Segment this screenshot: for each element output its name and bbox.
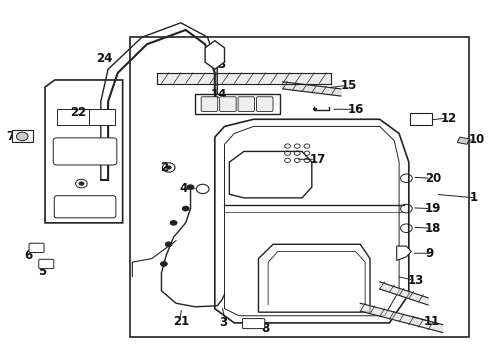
Polygon shape: [457, 137, 469, 144]
FancyBboxPatch shape: [130, 37, 469, 337]
Circle shape: [182, 206, 190, 211]
Text: 21: 21: [173, 315, 190, 328]
Circle shape: [160, 261, 168, 267]
Polygon shape: [380, 282, 428, 305]
Text: 2: 2: [160, 161, 168, 174]
Text: 22: 22: [70, 106, 87, 120]
Text: 9: 9: [426, 247, 434, 260]
FancyBboxPatch shape: [39, 259, 54, 269]
Text: 24: 24: [96, 52, 112, 65]
Polygon shape: [397, 246, 411, 260]
Text: 4: 4: [180, 183, 188, 195]
Text: 13: 13: [408, 274, 424, 287]
Text: 16: 16: [348, 103, 365, 116]
FancyBboxPatch shape: [29, 243, 44, 252]
Text: 1: 1: [469, 192, 478, 204]
Text: 19: 19: [425, 202, 441, 215]
Text: 23: 23: [210, 58, 226, 72]
Circle shape: [17, 132, 28, 141]
Circle shape: [170, 220, 177, 226]
Text: 18: 18: [425, 222, 441, 235]
Polygon shape: [205, 41, 224, 69]
Circle shape: [165, 242, 172, 247]
Text: 6: 6: [24, 248, 32, 261]
Text: 3: 3: [220, 316, 228, 329]
Text: 10: 10: [468, 134, 485, 147]
Circle shape: [166, 165, 171, 170]
FancyBboxPatch shape: [196, 94, 280, 114]
Text: 12: 12: [441, 112, 457, 125]
FancyBboxPatch shape: [238, 97, 255, 111]
Text: 7: 7: [6, 130, 14, 143]
Text: 15: 15: [341, 79, 357, 92]
FancyBboxPatch shape: [243, 319, 265, 329]
FancyBboxPatch shape: [220, 97, 236, 111]
FancyBboxPatch shape: [256, 97, 273, 111]
Polygon shape: [12, 130, 33, 143]
Text: 5: 5: [38, 265, 46, 278]
Polygon shape: [283, 82, 341, 96]
FancyBboxPatch shape: [54, 196, 116, 218]
FancyBboxPatch shape: [201, 97, 218, 111]
Text: 17: 17: [309, 153, 326, 166]
Circle shape: [187, 184, 195, 190]
Text: 11: 11: [423, 315, 440, 328]
Polygon shape: [360, 303, 443, 333]
FancyBboxPatch shape: [410, 113, 432, 125]
Text: 20: 20: [425, 172, 441, 185]
FancyBboxPatch shape: [57, 109, 89, 125]
Text: 8: 8: [261, 323, 269, 336]
Circle shape: [78, 181, 84, 186]
Text: 14: 14: [211, 88, 227, 101]
FancyBboxPatch shape: [53, 138, 117, 165]
FancyBboxPatch shape: [89, 109, 115, 125]
